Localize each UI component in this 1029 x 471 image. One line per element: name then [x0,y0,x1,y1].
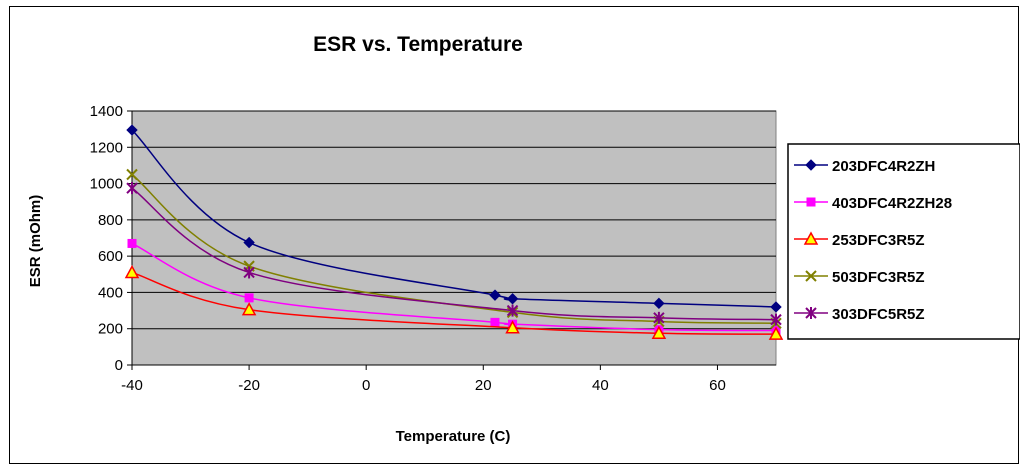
data-point [244,293,254,303]
data-point [651,325,667,339]
y-tick-label: 200 [98,321,123,338]
data-point [506,293,519,305]
data-point [241,302,257,316]
x-tick-label: 20 [475,377,492,394]
y-tick-label: 600 [98,248,123,265]
series-253DFC3R5Z [124,264,784,340]
series-line [131,173,777,325]
series-line [131,271,777,335]
legend: 203DFC4R2ZH 403DFC4R2ZH28 253DFC3R5Z 503DFC… [787,143,1020,340]
y-tick-label: 1200 [90,139,123,156]
legend-marker [805,270,817,282]
legend-marker [805,307,817,319]
legend-item: 403DFC4R2ZH28 [794,195,952,212]
legend-item: 503DFC3R5Z [794,269,925,286]
plot-background [131,110,777,366]
plot-area: 0 200 400 600 800 1000 1200 1400 -40 -20 0 20 40 60 [90,103,784,394]
series-203DFC4R2ZH [126,124,782,313]
data-point [506,304,519,317]
data-point [489,289,501,301]
x-tick-label: -20 [238,377,260,394]
data-point [243,236,255,249]
legend-marker [803,231,819,245]
data-point [243,266,255,279]
y-tick-label: 1400 [90,103,123,120]
data-point [770,301,782,313]
legend-item: 203DFC4R2ZH [794,158,935,175]
data-point [768,326,784,340]
series-line [131,187,777,321]
legend-label: 303DFC5R5Z [832,306,925,323]
x-tick-label: 60 [709,377,726,394]
y-tick-label: 400 [98,284,123,301]
marker-stroke [805,270,817,282]
x-tick-label: 40 [592,377,609,394]
data-point [505,320,520,334]
y-tick-label: 1000 [90,176,123,193]
y-tick-label: 0 [115,357,123,374]
data-point [653,297,665,310]
y-tick-label: 800 [98,212,123,229]
data-point [127,238,137,248]
legend-label: 203DFC4R2ZH [832,158,935,175]
chart-area: ESR vs. Temperature 0 200 400 600 800 1000 120… [9,6,1020,464]
series-303DFC5R5Z [126,182,782,326]
legend-item: 253DFC3R5Z [794,231,925,249]
marker-stroke [126,168,138,181]
data-point [653,311,665,324]
legend-box [787,143,1020,340]
legend-label: 503DFC3R5Z [832,269,925,286]
esr-vs-temperature-chart: ESR vs. Temperature 02004006008001000120… [27,33,1020,445]
data-point [126,124,138,136]
data-point [126,168,138,181]
data-point [124,264,140,279]
data-point [126,182,138,195]
data-point [490,317,500,327]
legend-label: 253DFC3R5Z [832,232,925,249]
legend-item: 303DFC5R5Z [794,306,925,323]
legend-marker [806,197,816,207]
chart-title: ESR vs. Temperature [313,33,523,56]
x-tick-label: 0 [362,377,370,394]
x-tick-label: -40 [121,377,143,394]
legend-marker [805,159,817,171]
data-point [770,313,782,326]
y-axis-title: ESR (mOhm) [27,195,44,288]
x-axis-title: Temperature (C) [396,428,511,445]
legend-label: 403DFC4R2ZH28 [832,195,952,212]
